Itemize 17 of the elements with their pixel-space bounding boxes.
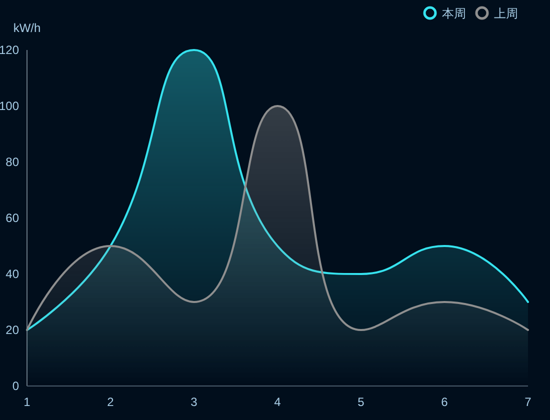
y-tick-label: 40 [6,267,20,281]
y-tick-label: 60 [6,211,20,225]
x-tick-label: 1 [24,395,31,409]
legend-label: 上周 [494,6,518,20]
x-tick-label: 6 [441,395,448,409]
y-tick-label: 80 [6,155,20,169]
y-tick-label: 20 [6,323,20,337]
y-tick-label: 100 [0,99,20,113]
y-tick-label: 120 [0,43,20,57]
x-tick-label: 7 [524,395,532,409]
y-tick-label: 0 [12,379,20,393]
y-axis-title: kW/h [13,21,41,35]
x-tick-label: 3 [190,395,198,409]
x-tick-label: 4 [274,395,282,409]
legend-label: 本周 [442,6,466,20]
x-tick-label: 2 [107,395,114,409]
x-tick-label: 5 [358,395,365,409]
